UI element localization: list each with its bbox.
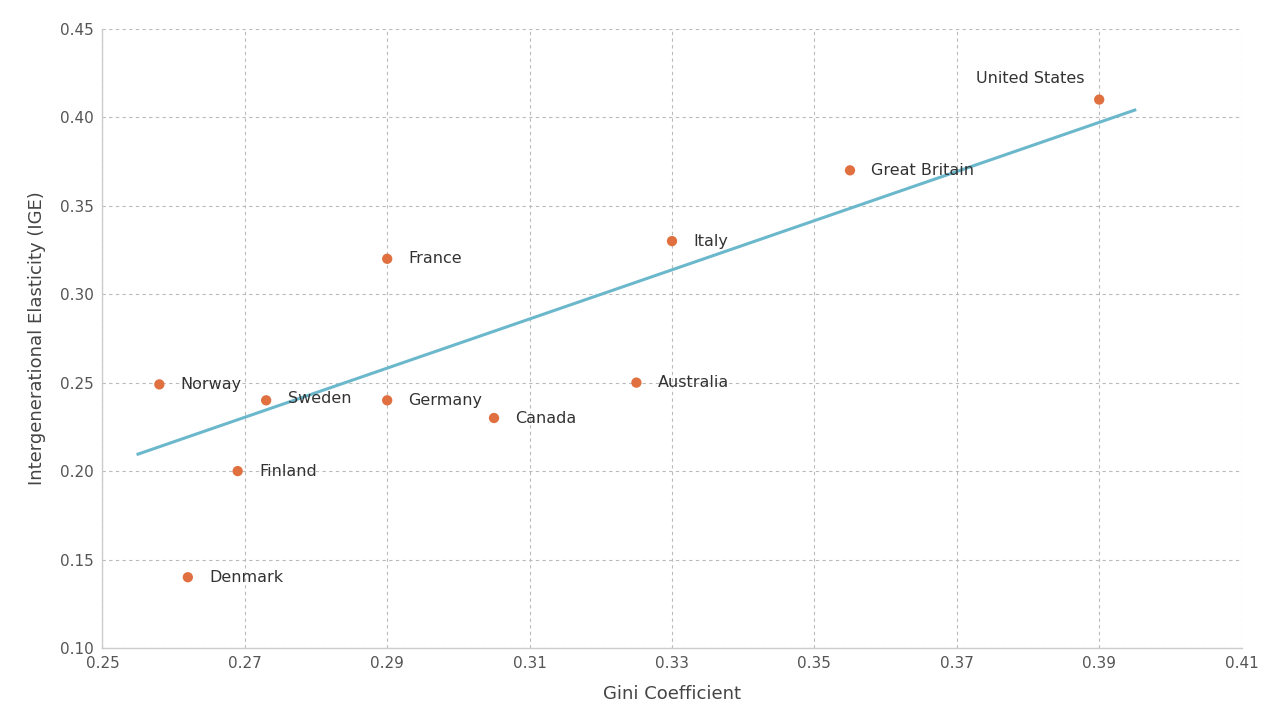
Text: Canada: Canada (516, 410, 576, 426)
Y-axis label: Intergenerational Elasticity (IGE): Intergenerational Elasticity (IGE) (28, 192, 46, 485)
Point (484, 413, 504, 424)
Point (840, 165, 860, 176)
Text: Sweden: Sweden (288, 391, 351, 406)
Point (150, 379, 170, 390)
Point (376, 395, 397, 406)
Point (376, 253, 397, 264)
Text: Norway: Norway (180, 377, 242, 392)
Point (662, 235, 682, 247)
Text: Italy: Italy (694, 233, 728, 248)
Point (178, 572, 198, 583)
Text: United States: United States (977, 71, 1085, 86)
Text: Australia: Australia (658, 375, 730, 390)
Point (256, 395, 276, 406)
Text: Finland: Finland (259, 464, 316, 479)
Point (228, 465, 248, 477)
Point (1089, 94, 1110, 105)
X-axis label: Gini Coefficient: Gini Coefficient (603, 685, 741, 703)
Point (626, 377, 646, 388)
Text: Denmark: Denmark (209, 570, 283, 585)
Text: France: France (408, 251, 462, 266)
Text: Great Britain: Great Britain (872, 163, 974, 178)
Text: Germany: Germany (408, 393, 483, 408)
